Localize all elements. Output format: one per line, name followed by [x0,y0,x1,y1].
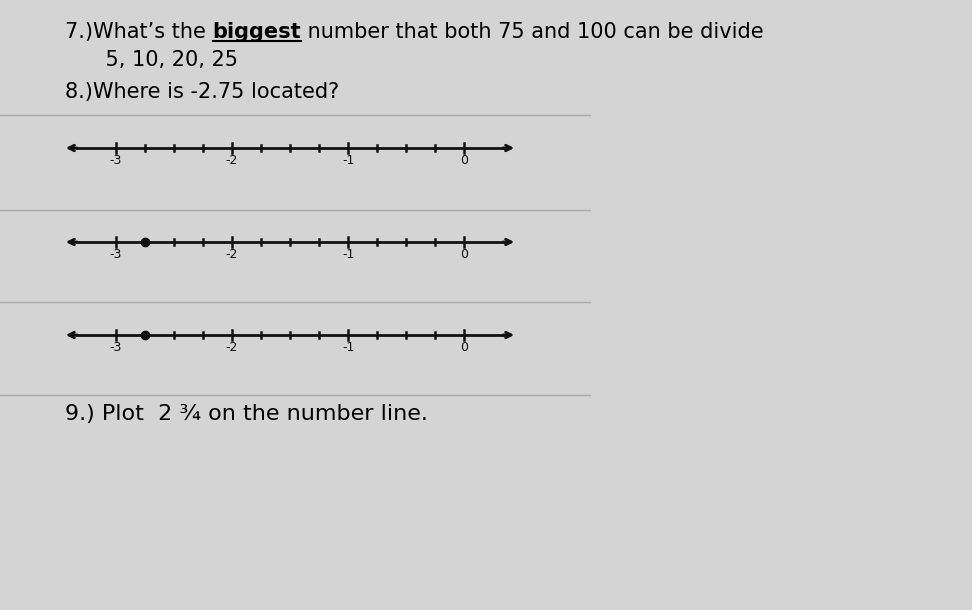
Text: 5, 10, 20, 25: 5, 10, 20, 25 [79,50,238,70]
Text: -2: -2 [226,248,238,261]
Text: biggest: biggest [213,22,301,42]
Text: -1: -1 [342,341,355,354]
Text: 7.)What’s the: 7.)What’s the [65,22,213,42]
Text: -3: -3 [110,341,122,354]
Text: 0: 0 [461,341,469,354]
Text: 0: 0 [461,248,469,261]
Text: -2: -2 [226,341,238,354]
Text: -1: -1 [342,154,355,167]
Text: 0: 0 [461,154,469,167]
Text: 9.) Plot  2 ¾ on the number line.: 9.) Plot 2 ¾ on the number line. [65,404,428,424]
Text: -1: -1 [342,248,355,261]
Text: -3: -3 [110,154,122,167]
Text: -3: -3 [110,248,122,261]
Text: -2: -2 [226,154,238,167]
Text: number that both 75 and 100 can be divide: number that both 75 and 100 can be divid… [301,22,764,42]
Text: 8.)Where is -2.75 located?: 8.)Where is -2.75 located? [65,82,339,102]
